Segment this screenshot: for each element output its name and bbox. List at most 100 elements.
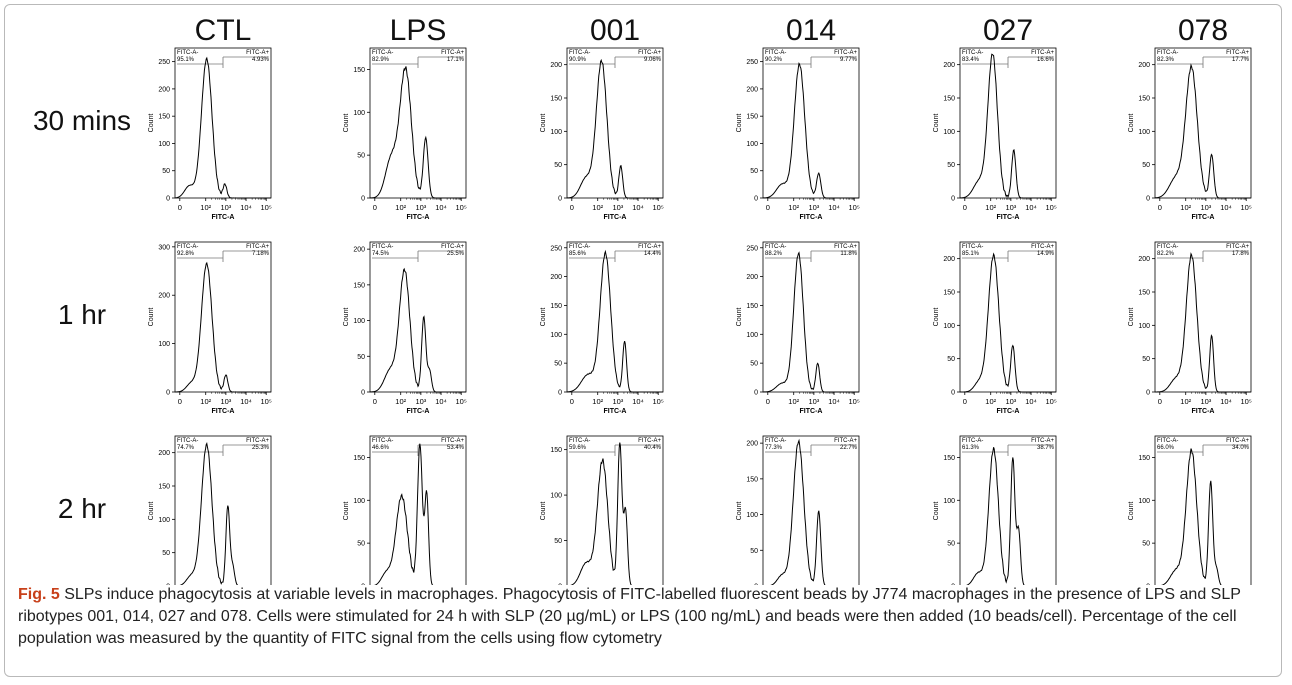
x-tick-label: 0 <box>963 397 967 406</box>
plot-frame <box>1154 241 1252 393</box>
y-tick-label: 150 <box>943 290 955 297</box>
y-tick-label: 50 <box>162 550 170 557</box>
x-axis-label: FITC-A <box>997 214 1020 221</box>
x-tick-label: 0 <box>373 203 377 212</box>
x-tick-label: 0 <box>1158 203 1162 212</box>
x-tick-label: 10⁴ <box>240 397 252 406</box>
gate-positive-percent: 53.4% <box>447 445 465 451</box>
x-tick-label: 10⁵ <box>652 397 663 406</box>
y-tick-label: 50 <box>554 361 562 368</box>
y-tick-label: 200 <box>550 274 562 281</box>
x-tick-label: 10² <box>985 203 996 212</box>
x-tick-label: 0 <box>178 397 182 406</box>
histogram-panel: 0 50 100 150 200 250 Count 0 10² 10³ 10⁴ 10⁵ FITC-A F… <box>540 241 664 415</box>
gate-negative-percent: 82.2% <box>1157 251 1175 257</box>
gate-positive-label: FITC-A+ <box>1226 50 1249 56</box>
gate-positive-percent: 25.3% <box>252 445 270 451</box>
row-label: 30 mins <box>32 105 132 136</box>
gate-negative-label: FITC-A- <box>569 244 590 250</box>
histogram-panel: 0 50 100 150 200 Count 0 10² 10³ 10⁴ 10⁵ FITC-A FITC… <box>933 47 1057 221</box>
x-tick-label: 10³ <box>612 203 623 212</box>
y-tick-label: 0 <box>754 390 758 397</box>
y-tick-label: 100 <box>1138 323 1150 330</box>
gate-positive-label: FITC-A+ <box>246 438 269 444</box>
gate-positive-percent: 22.7% <box>840 445 858 451</box>
gate-negative-label: FITC-A- <box>372 50 393 56</box>
y-tick-label: 200 <box>746 441 758 448</box>
y-tick-label: 0 <box>1146 584 1150 586</box>
gate-negative-label: FITC-A- <box>569 438 590 444</box>
gate-positive-label: FITC-A+ <box>441 244 464 250</box>
gate-negative-percent: 92.8% <box>177 251 195 257</box>
y-tick-label: 200 <box>746 86 758 93</box>
x-tick-label: 10² <box>1180 397 1191 406</box>
x-axis-label: FITC-A <box>604 408 627 415</box>
gate-positive-label: FITC-A+ <box>1031 438 1054 444</box>
gate-negative-percent: 90.2% <box>765 57 783 63</box>
gate-negative-label: FITC-A- <box>962 244 983 250</box>
x-axis-label: FITC-A <box>604 214 627 221</box>
histogram-line <box>369 66 466 199</box>
x-axis-label: FITC-A <box>800 408 823 415</box>
y-tick-label: 0 <box>361 584 365 586</box>
x-tick-label: 10³ <box>415 203 426 212</box>
x-tick-label: 10⁴ <box>828 397 840 406</box>
x-tick-label: 0 <box>766 397 770 406</box>
gate-negative-label: FITC-A- <box>177 244 198 250</box>
histogram-line <box>762 62 859 199</box>
x-tick-label: 0 <box>178 203 182 212</box>
y-tick-label: 150 <box>353 282 365 289</box>
y-axis-label: Count <box>148 502 155 521</box>
x-tick-label: 0 <box>1158 397 1162 406</box>
x-axis-label: FITC-A <box>212 408 235 415</box>
gate-negative-percent: 85.6% <box>569 251 587 257</box>
histogram-panel: 0 50 100 150 200 Count 0 10² 10³ 10⁴ 10⁵ FITC-A FITC… <box>540 47 664 221</box>
histogram-line <box>374 443 434 585</box>
gate-negative-label: FITC-A- <box>372 244 393 250</box>
histogram-line <box>174 261 271 393</box>
row-label: 1 hr <box>57 299 107 330</box>
y-tick-label: 0 <box>754 584 758 586</box>
histogram-line <box>959 53 1056 199</box>
x-axis-label: FITC-A <box>997 408 1020 415</box>
gate-positive-label: FITC-A+ <box>441 50 464 56</box>
y-tick-label: 50 <box>750 548 758 555</box>
y-axis-label: Count <box>343 502 350 521</box>
y-tick-label: 100 <box>943 129 955 136</box>
gate-negative-label: FITC-A- <box>569 50 590 56</box>
y-tick-label: 0 <box>361 390 365 397</box>
y-tick-label: 200 <box>1138 256 1150 263</box>
gate-negative-percent: 82.3% <box>1157 57 1175 63</box>
y-tick-label: 50 <box>554 538 562 545</box>
y-tick-label: 50 <box>554 162 562 169</box>
y-tick-label: 150 <box>746 114 758 121</box>
column-header: LPS <box>389 14 447 47</box>
histogram-line <box>369 267 466 393</box>
plot-frame <box>1154 47 1252 199</box>
x-tick-label: 10⁴ <box>1220 203 1232 212</box>
x-tick-label: 10³ <box>808 397 819 406</box>
y-tick-label: 0 <box>1146 196 1150 203</box>
histogram-panel: 050100150Count010²10³10⁴10⁵FITC-AFITC-A-… <box>1128 435 1252 586</box>
histogram-line <box>1154 63 1251 199</box>
plot-frame <box>959 47 1057 199</box>
gate-positive-label: FITC-A+ <box>1031 244 1054 250</box>
histogram-panel: 0 50 100 150 200 Count 0 10² 10³ 10⁴ 10⁵ FITC-A FITC… <box>1128 47 1252 221</box>
x-tick-label: 10³ <box>1200 397 1211 406</box>
plot-frame <box>959 241 1057 393</box>
y-axis-label: Count <box>736 308 743 327</box>
gate-positive-label: FITC-A+ <box>638 50 661 56</box>
gate-positive-percent: 38.7% <box>1037 445 1055 451</box>
plot-frame <box>174 241 272 393</box>
y-tick-label: 50 <box>357 153 365 160</box>
y-tick-label: 100 <box>550 332 562 339</box>
x-axis-label: FITC-A <box>800 214 823 221</box>
histogram-panel: 0 100 200 300 Count 0 10² 10³ 10⁴ 10⁵ FITC-A FITC-A… <box>148 241 272 415</box>
gate-positive-label: FITC-A+ <box>1226 244 1249 250</box>
histogram-line <box>179 442 239 585</box>
y-tick-label: 100 <box>353 318 365 325</box>
x-tick-label: 10⁴ <box>632 397 644 406</box>
y-tick-label: 200 <box>158 293 170 300</box>
